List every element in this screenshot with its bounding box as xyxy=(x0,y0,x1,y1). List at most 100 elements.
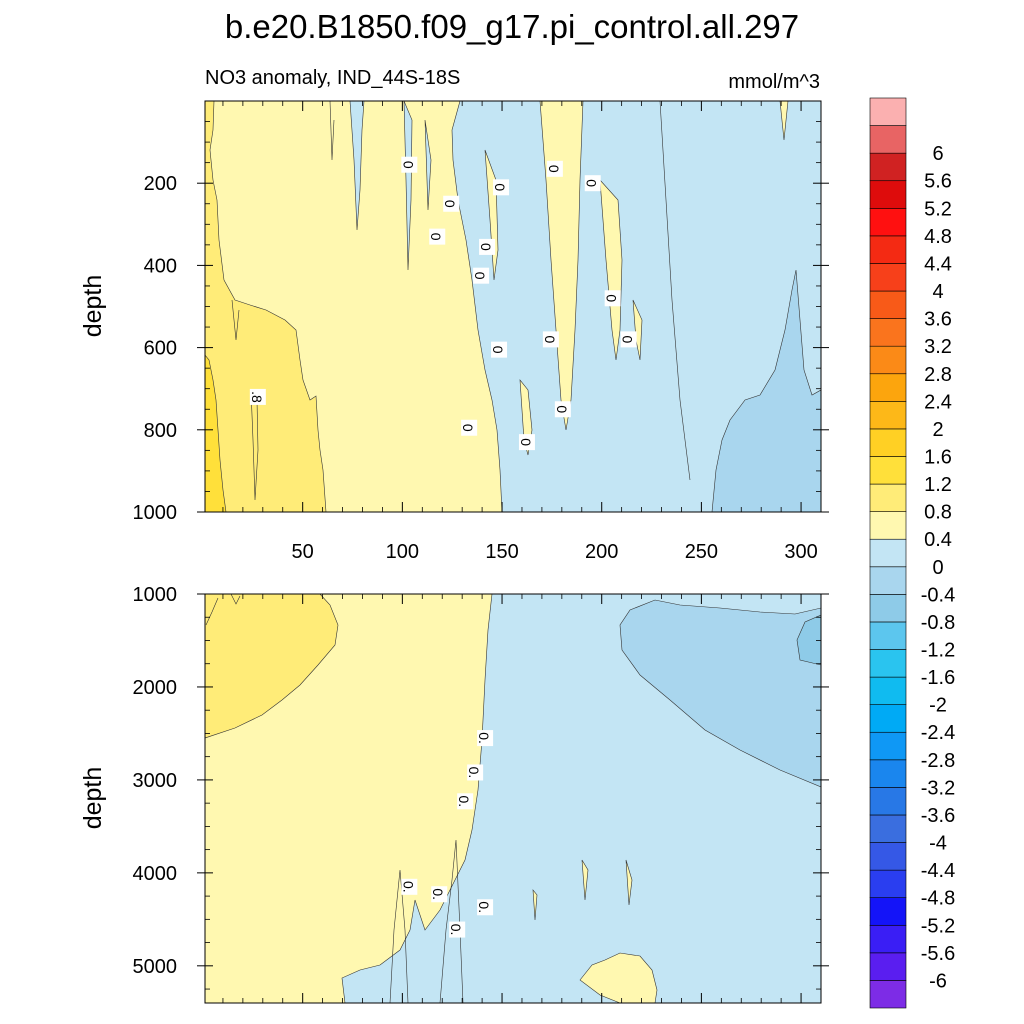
lower-contour-lines xyxy=(205,594,464,1003)
colorbar-label: 4.4 xyxy=(924,253,952,275)
colorbar-swatch xyxy=(869,731,907,761)
lower-fill-positive-blob xyxy=(579,952,658,1003)
contour xyxy=(329,101,335,161)
y-tick-label: 200 xyxy=(144,173,177,195)
lower-ticks: 1000 2000 3000 4000 5000 xyxy=(133,584,829,1003)
contour-label: 0 xyxy=(400,156,418,173)
colorbar-swatch xyxy=(869,125,907,154)
contour-label: 0 xyxy=(584,175,601,192)
contour-label-box xyxy=(443,195,460,212)
colorbar-swatch xyxy=(869,566,907,595)
colorbar-label: -5.6 xyxy=(921,943,955,965)
contour xyxy=(439,839,464,1003)
streak xyxy=(349,101,365,231)
contour-label-text: 0 xyxy=(584,179,600,187)
contour-label-box xyxy=(546,160,563,177)
contour-label: 0. xyxy=(448,921,466,938)
lower-fill-neg-0.8-1.2 xyxy=(796,614,821,666)
contour-label-text: 0 xyxy=(620,335,636,343)
lower-frame xyxy=(204,593,822,1004)
colorbar-label: -4.8 xyxy=(921,888,955,910)
x-tick-label: 300 xyxy=(784,541,817,563)
contour xyxy=(659,101,691,481)
contour-label: 0 xyxy=(490,341,508,358)
x-tick-label: 250 xyxy=(685,541,718,563)
upper-fill-neg-0.4-0.8 xyxy=(711,269,821,512)
colorbar-swatch xyxy=(869,649,907,678)
contour-label-text: 0 xyxy=(518,438,534,446)
upper-contour-labels: 0 0 0 0 0 0 0 0 0 0 0 0 0 0 0 .8 xyxy=(249,156,637,451)
upper-fill-0.8-1.2 xyxy=(205,354,227,512)
colorbar-swatch xyxy=(869,483,907,512)
contour-label-box xyxy=(477,899,494,916)
contour-label-text: 0 xyxy=(460,424,476,432)
colorbar-swatch xyxy=(869,208,907,237)
contour-label: 0. xyxy=(466,764,484,781)
colorbar-swatch xyxy=(869,621,907,650)
contour-label-box xyxy=(401,156,418,173)
colorbar-swatch xyxy=(869,759,907,788)
contour-label: 0. xyxy=(476,899,494,916)
colorbar-label: 4 xyxy=(932,281,943,303)
colorbar-label: 3.6 xyxy=(924,309,952,331)
colorbar-label: 3.2 xyxy=(924,336,952,358)
colorbar-label: -0.8 xyxy=(921,612,955,634)
contour-label-box xyxy=(542,331,559,348)
colorbar-swatch xyxy=(869,842,907,871)
streak xyxy=(599,179,623,361)
y-tick-label: 800 xyxy=(144,420,177,442)
contour-label: 0. xyxy=(430,886,448,903)
contour-label-box xyxy=(457,793,474,810)
contour-label-box xyxy=(467,764,484,781)
contour-label: 0 xyxy=(542,331,559,348)
y-tick-label: 1000 xyxy=(133,584,178,606)
colorbar: -6 -5.6 -5.2 -4.8 -4.4 -4 -3.6 -3.2 -2.8 -2.4 -2 -1… xyxy=(869,97,955,1009)
upper-fill-negative xyxy=(451,101,821,512)
colorbar-label: -4.4 xyxy=(921,860,955,882)
contour-label-text: 0. xyxy=(476,901,492,913)
upper-ticks: 50 100 150 200 250 300 200 400 600 800 1000 xyxy=(133,101,829,563)
lower-fill-0.4-0.8 xyxy=(205,594,339,739)
contour-label: 0. xyxy=(476,730,494,747)
colorbar-swatch xyxy=(869,428,907,457)
colorbar-label: 1.2 xyxy=(924,474,952,496)
colorbar-swatch xyxy=(869,594,907,623)
contour-label-text: 0 xyxy=(542,335,558,343)
upper-fill-0.4-0.8 xyxy=(205,101,327,512)
contour-label: 0. xyxy=(456,793,474,810)
lower-ylabel: depth xyxy=(79,767,107,830)
contour-label-text: 0. xyxy=(430,888,446,900)
contour-label: 0 xyxy=(442,195,460,212)
contour-label-text: 0 xyxy=(428,233,444,241)
contour-label-text: 0 xyxy=(554,405,570,413)
colorbar-swatch xyxy=(869,345,907,375)
contour-label: 0 xyxy=(554,401,571,418)
contour-label-box xyxy=(518,434,535,451)
contour xyxy=(230,594,241,605)
contour-label: 0 xyxy=(460,419,478,436)
y-tick-label: 400 xyxy=(144,255,177,277)
contour-label-box xyxy=(491,341,508,358)
colorbar-swatch xyxy=(869,318,907,347)
upper-negative-streaks xyxy=(349,101,432,271)
contour-label-box xyxy=(477,730,494,747)
colorbar-swatch xyxy=(869,456,907,485)
colorbar-swatch xyxy=(869,897,907,926)
lower-positive-streaks xyxy=(532,859,633,921)
colorbar-label: 1.6 xyxy=(924,446,952,468)
colorbar-label: -1.2 xyxy=(921,640,955,662)
colorbar-label: 2.8 xyxy=(924,364,952,386)
contour-label-box xyxy=(604,290,621,307)
colorbar-label: -2 xyxy=(929,695,947,717)
streak xyxy=(779,101,789,141)
y-tick-label: 5000 xyxy=(133,956,178,978)
contour-label-text: 0 xyxy=(400,161,416,169)
y-tick-label: 4000 xyxy=(133,863,178,885)
colorbar-label: -5.2 xyxy=(921,915,955,937)
contour-label-box xyxy=(249,388,266,405)
contour-label: .8 xyxy=(249,388,266,405)
colorbar-label: -0.4 xyxy=(921,584,955,606)
colorbar-swatch xyxy=(869,704,907,733)
streak xyxy=(532,889,538,921)
